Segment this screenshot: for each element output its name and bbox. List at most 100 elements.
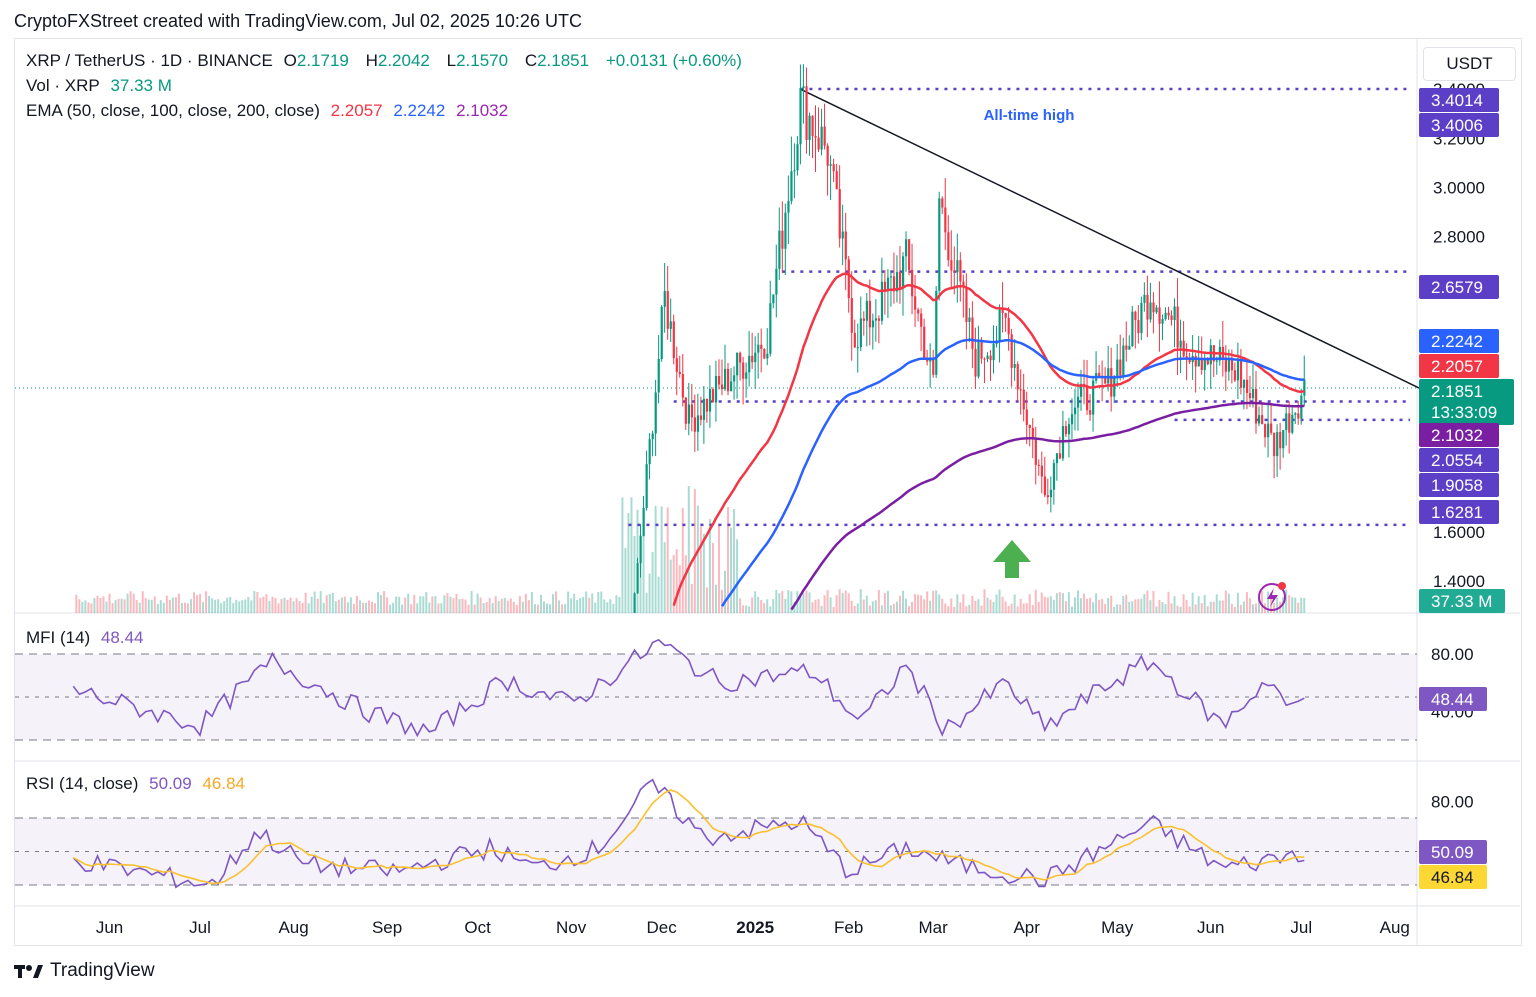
candle-body	[817, 137, 820, 150]
rsi-label[interactable]: RSI (14, close)	[26, 774, 139, 793]
volume-bar	[126, 593, 129, 613]
price-tag	[1419, 275, 1499, 299]
currency-selector[interactable]: USDT	[1423, 47, 1516, 81]
candle-body	[932, 357, 935, 375]
volume-bar	[144, 598, 147, 613]
volume-bar	[416, 603, 419, 613]
ema-label[interactable]: EMA (50, close, 100, close, 200, close)	[26, 101, 320, 120]
tradingview-brand: TradingView	[50, 960, 155, 981]
candle-body	[639, 535, 642, 564]
x-tick-label: Sep	[372, 918, 402, 937]
volume-bar	[847, 593, 850, 613]
candle-body	[853, 332, 856, 348]
candle-body	[642, 507, 645, 536]
volume-bar	[1254, 603, 1257, 613]
mfi-label[interactable]: MFI (14)	[26, 628, 91, 647]
volume-bar	[808, 592, 811, 613]
all-time-high-label: All-time high	[984, 107, 1075, 124]
volume-bar	[705, 587, 708, 613]
volume-bar	[180, 603, 183, 613]
volume-label[interactable]: Vol · XRP	[26, 76, 100, 95]
volume-bar	[1209, 601, 1212, 613]
volume-bar	[932, 590, 935, 613]
tradingview-logo[interactable]: TradingView	[14, 960, 155, 982]
candle-body	[1146, 294, 1149, 320]
volume-bar	[199, 594, 202, 613]
volume-bar	[714, 584, 717, 613]
volume-bar	[461, 598, 464, 613]
candle-body	[727, 368, 730, 392]
up-arrow-icon	[993, 540, 1031, 578]
volume-bar	[196, 595, 199, 613]
candle-body	[856, 347, 859, 349]
mfi-tick-label: 80.00	[1431, 645, 1474, 664]
volume-bar	[1104, 604, 1107, 613]
candle-body	[1104, 378, 1107, 384]
volume-bar	[1303, 598, 1306, 613]
candle-body	[1291, 414, 1294, 433]
volume-bar	[564, 604, 567, 613]
volume-bar	[1070, 606, 1073, 613]
mfi-tag	[1419, 687, 1487, 711]
ema200-value: 2.1032	[456, 101, 509, 120]
volume-bar	[935, 590, 938, 613]
volume-bar	[1010, 603, 1013, 613]
volume-bar	[835, 595, 838, 613]
volume-bar	[280, 598, 283, 613]
volume-bar	[748, 606, 751, 613]
volume-bar	[917, 594, 920, 613]
candle-body	[772, 294, 775, 304]
candle-body	[1001, 309, 1004, 313]
x-tick-label: Apr	[1013, 918, 1040, 937]
volume-bar	[1013, 594, 1016, 613]
volume-bar	[696, 505, 699, 613]
volume-bar	[1007, 605, 1010, 613]
candle-body	[850, 298, 853, 333]
candle-body	[1297, 413, 1300, 419]
volume-bar	[711, 542, 714, 613]
candle-body	[1251, 388, 1255, 399]
volume-bar	[766, 599, 769, 613]
candle-body	[1200, 359, 1203, 370]
volume-bar	[165, 595, 168, 613]
volume-bar	[965, 606, 968, 613]
rsi-layer	[15, 778, 1417, 889]
candle-body	[1067, 424, 1071, 435]
volume-bar	[1158, 599, 1161, 613]
volume-bar	[751, 597, 754, 613]
candle-body	[690, 404, 694, 418]
volume-bar	[1067, 592, 1070, 613]
candles-layer	[633, 64, 1306, 613]
candle-body	[1010, 334, 1013, 368]
volume-bar	[1040, 592, 1043, 613]
volume-bar	[1034, 589, 1037, 613]
volume-bar	[630, 497, 633, 613]
candle-body	[1113, 378, 1116, 397]
volume-bar	[666, 507, 669, 613]
candle-body	[886, 277, 890, 291]
candle-body	[868, 300, 872, 328]
candle-body	[799, 87, 802, 145]
volume-bar	[286, 599, 289, 613]
volume-bar	[850, 600, 853, 613]
x-tick-label: Feb	[834, 918, 863, 937]
volume-bar	[1267, 591, 1270, 613]
volume-bar	[1152, 591, 1155, 613]
volume-bar	[265, 594, 268, 613]
volume-bar	[202, 602, 205, 613]
volume-bar	[663, 542, 666, 613]
volume-bar	[980, 605, 983, 613]
volume-bar	[838, 589, 841, 613]
candle-body	[1049, 489, 1053, 498]
volume-bar	[895, 601, 898, 613]
candle-body	[760, 344, 763, 349]
volume-bar	[159, 600, 162, 613]
volume-bar	[923, 599, 926, 613]
volume-bar	[377, 592, 380, 613]
volume-bar	[262, 596, 265, 613]
volume-bar	[772, 598, 775, 613]
candle-body	[1206, 358, 1209, 365]
symbol-title[interactable]: XRP / TetherUS · 1D · BINANCE	[26, 51, 273, 70]
replay-icon[interactable]	[1258, 582, 1286, 611]
